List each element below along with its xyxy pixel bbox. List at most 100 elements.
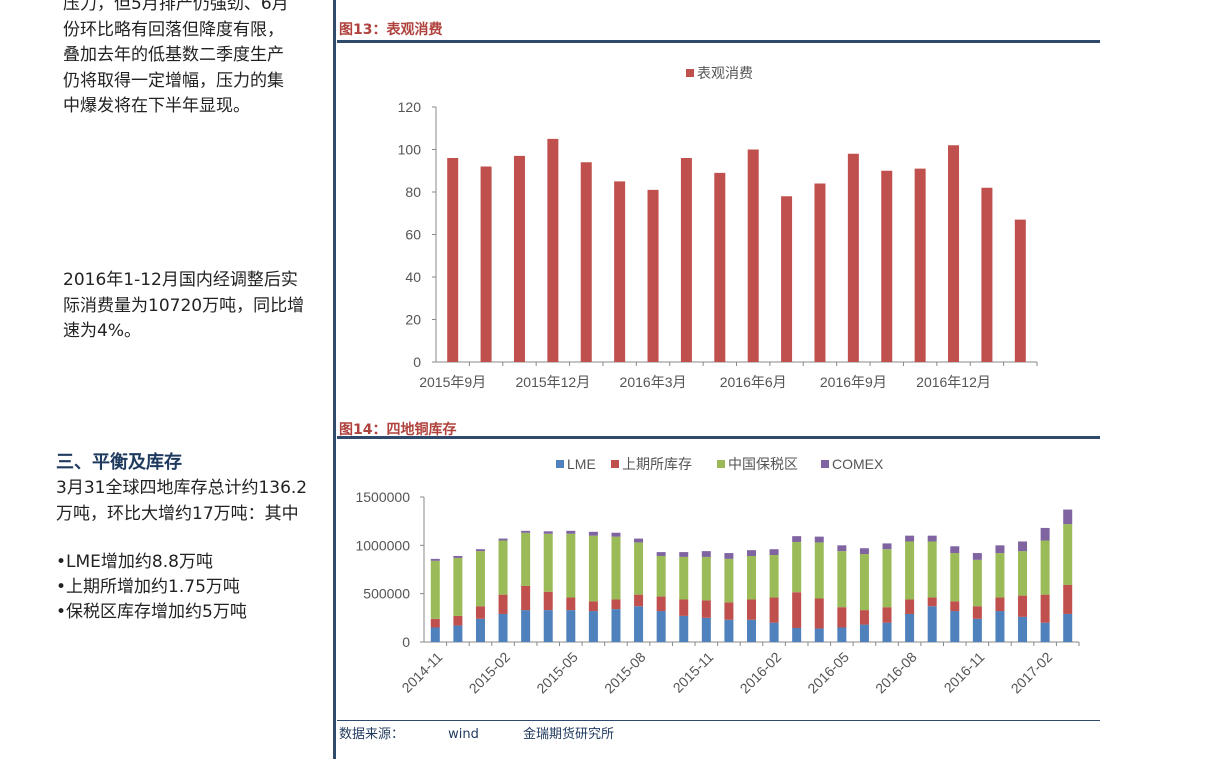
bar-segment [430, 558, 440, 561]
bar-segment [859, 610, 869, 625]
legend-swatch [717, 460, 725, 468]
bar-segment [656, 552, 666, 556]
bar-segment [724, 619, 734, 642]
bar [981, 187, 993, 362]
x-tick-label: 2014-11 [399, 649, 446, 696]
bar-segment [927, 597, 937, 607]
bar-segment [747, 550, 756, 556]
text-line: 压力，但5月排产仍强劲、6月 [63, 0, 289, 14]
bar-segment [1018, 541, 1028, 552]
bar-segment [543, 531, 553, 534]
bar-segment [950, 611, 960, 642]
bar-segment [1063, 613, 1073, 642]
bar-segment [656, 611, 666, 642]
bar-segment [656, 596, 666, 612]
y-tick-label: 0 [413, 354, 421, 370]
bar-segment [498, 540, 508, 595]
bar-segment [927, 541, 937, 598]
bar-segment [814, 598, 824, 629]
y-tick-label: 120 [398, 99, 422, 115]
apparent-consumption-chart: 表观消费 0 20 40 60 80 100 120 2015年9月 2015年12月 2016年3… [398, 65, 1038, 390]
legend-swatch [556, 460, 564, 468]
bar-segment [882, 543, 892, 550]
bar-segment [950, 601, 960, 612]
x-tick-label: 2016-02 [737, 649, 785, 697]
bar [647, 189, 659, 362]
bar-segment [634, 538, 644, 543]
bar-segment [769, 549, 779, 555]
bar-segment [679, 552, 689, 557]
bar-segment [611, 609, 621, 642]
bar-segment [995, 553, 1005, 598]
bar-segment [1040, 527, 1050, 541]
x-tick-label: 2016年3月 [620, 374, 687, 390]
copper-inventory-chart: LME 上期所库存 中国保税区 COMEX 0 500000 1000000 1500000 2… [355, 456, 1080, 697]
y-tick-label: 100 [398, 142, 422, 158]
bar-segment [521, 585, 531, 611]
bar-segment [588, 535, 598, 602]
bar-segment [588, 601, 598, 612]
source-org: 金瑞期货研究所 [523, 727, 615, 742]
section-heading: 三、平衡及库存 [56, 452, 182, 473]
bar [680, 158, 692, 362]
x-tick-label: 2016年12月 [916, 374, 991, 390]
bar-segment [679, 615, 689, 642]
bullet-item: •保税区库存增加约5万吨 [56, 602, 247, 622]
bar-segment [792, 536, 802, 542]
bar-segment [453, 615, 463, 626]
bullet-item: •LME增加约8.8万吨 [56, 552, 213, 572]
bar-segment [1040, 594, 1050, 623]
paragraph-consumption: 2016年1-12月国内经调整后实 际消费量为10720万吨，同比增 速为4%。 [63, 268, 318, 345]
bar [881, 170, 893, 362]
bar-segment [566, 530, 576, 534]
column-divider [333, 0, 336, 759]
bar-segment [814, 542, 824, 599]
bar-segment [882, 549, 892, 608]
y-tick-label: 40 [405, 269, 421, 285]
bar-segment [498, 594, 508, 614]
bar-segment [814, 536, 824, 543]
bar-segment [543, 591, 553, 611]
bullet-item: •上期所增加约1.75万吨 [56, 577, 240, 597]
bar-segment [769, 555, 779, 598]
legend-label: LME [567, 456, 596, 472]
bar-segment [701, 551, 711, 557]
bar [914, 168, 926, 362]
bar-segment [792, 592, 802, 628]
bar [714, 172, 726, 362]
bar-segment [498, 538, 508, 541]
bar-segment [430, 618, 440, 628]
bar-segment [792, 627, 802, 642]
bar-segment [453, 625, 463, 642]
bar-segment [747, 619, 756, 642]
bar-segment [995, 597, 1005, 612]
bullet-list: •LME增加约8.8万吨 •上期所增加约1.75万吨 •保税区库存增加约5万吨 [56, 550, 318, 625]
bar-segment [972, 606, 982, 619]
bar-segment [656, 555, 666, 597]
bar-segment [724, 553, 734, 559]
bar [513, 155, 525, 362]
bar-segment [611, 599, 621, 610]
x-tick-label: 2015-08 [601, 649, 649, 697]
bar-segment [475, 606, 485, 619]
bar-segment [566, 610, 576, 642]
bar-segment [950, 553, 960, 602]
bar-segment [927, 535, 937, 542]
bar-segment [1018, 551, 1028, 596]
text-line: 叠加去年的低基数二季度生产 [63, 45, 284, 65]
bar-segment [995, 545, 1005, 554]
x-tick-label: 2017-02 [1008, 649, 1056, 697]
bar-segment [882, 607, 892, 623]
bar-segment [566, 597, 576, 611]
paragraph-inventory: 3月31全球四地库存总计约136.2 万吨，环比大增约17万吨：其中 [56, 476, 318, 527]
x-tick-label: 2016-08 [872, 649, 920, 697]
bar-segment [566, 533, 576, 598]
bar [614, 181, 626, 362]
bar-segment [1063, 584, 1073, 614]
bar-segment [859, 624, 869, 642]
bar-segment [792, 541, 802, 593]
bar-segment [859, 554, 869, 611]
bar-segment [430, 627, 440, 642]
bar-segment [950, 546, 960, 554]
bar-segment [634, 594, 644, 607]
